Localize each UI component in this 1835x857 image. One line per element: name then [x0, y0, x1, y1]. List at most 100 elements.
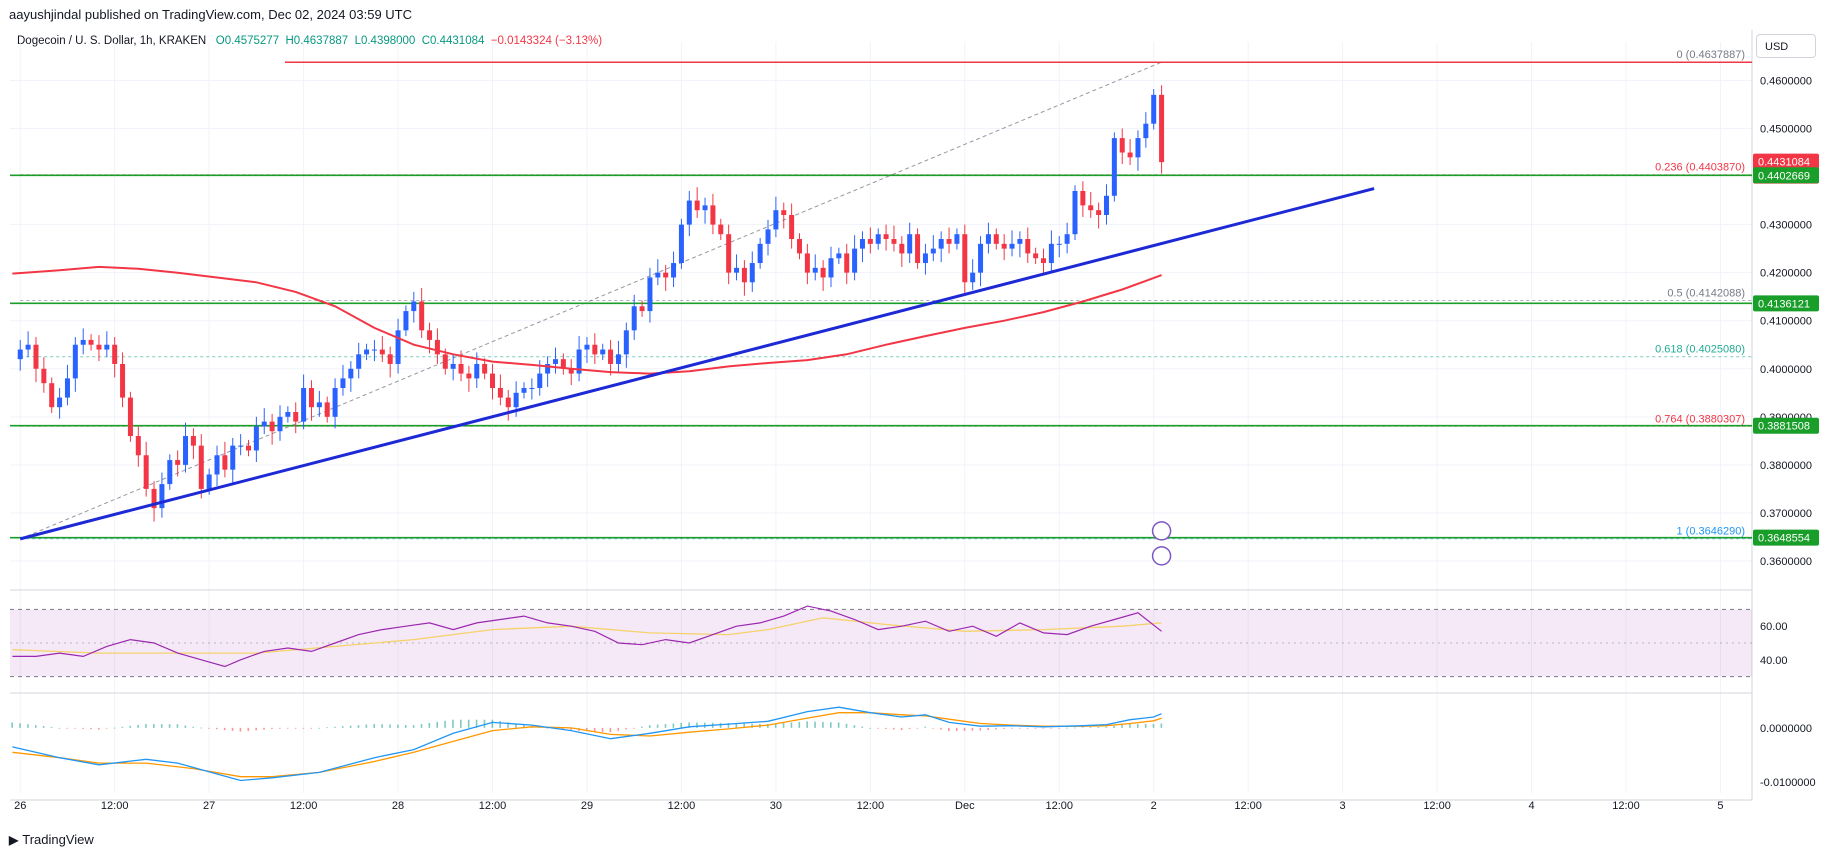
- rsi-ma-line: [12, 617, 1162, 654]
- macd-histogram-bar: [790, 722, 793, 728]
- candle-body: [1017, 239, 1023, 244]
- macd-histogram-bar: [357, 725, 360, 728]
- candle-body: [497, 387, 503, 398]
- y-tick-label: 0.4200000: [1760, 268, 1812, 280]
- candle-body: [403, 311, 409, 331]
- candle-body: [1025, 239, 1031, 254]
- candle-body: [749, 263, 755, 283]
- x-tick-label: 2: [1151, 800, 1157, 812]
- price-tag: [1753, 529, 1819, 546]
- candle-body: [568, 368, 574, 374]
- candle-body: [694, 200, 700, 211]
- candle-body: [529, 387, 535, 389]
- macd-histogram-bar: [208, 727, 210, 729]
- macd-histogram-bar: [1113, 725, 1115, 728]
- macd-histogram-bar: [853, 725, 856, 728]
- candle-body: [1151, 94, 1157, 124]
- candle-body: [135, 436, 141, 456]
- macd-y-tick-label: -0.0100000: [1760, 777, 1816, 789]
- macd-histogram-bar: [1105, 726, 1108, 728]
- candle-body: [804, 253, 810, 273]
- y-tick-label: 0.4000000: [1760, 364, 1812, 376]
- candle-body: [175, 460, 181, 465]
- candle-body: [875, 234, 881, 244]
- candle-body: [608, 349, 614, 364]
- macd-histogram-bar: [837, 722, 840, 728]
- fib-level-label: 0.618 (0.4025080): [1655, 344, 1745, 356]
- fib-level-label: 0.236 (0.4403870): [1655, 162, 1745, 174]
- macd-histogram-bar: [192, 726, 195, 728]
- publisher-note: aayushjindal published on TradingView.co…: [9, 7, 413, 22]
- brand[interactable]: ▶ TradingView: [9, 832, 94, 847]
- currency-button[interactable]: USD: [1756, 34, 1816, 58]
- candle-body: [183, 436, 189, 465]
- candle-body: [450, 363, 456, 369]
- macd-histogram-bar: [1144, 724, 1147, 728]
- candle-body: [1009, 243, 1015, 249]
- candle-body: [789, 214, 795, 240]
- macd-histogram-bar: [1026, 727, 1029, 729]
- price-tag-label: 0.4402669: [1758, 170, 1810, 182]
- macd-histogram-bar: [1042, 727, 1045, 729]
- candle-body: [49, 383, 55, 408]
- macd-histogram-bar: [223, 727, 226, 731]
- price-tag-label: 0.4431084: [1758, 157, 1810, 169]
- macd-histogram-bar: [231, 727, 234, 731]
- macd-histogram-bar: [278, 727, 281, 729]
- brand-label: TradingView: [22, 832, 94, 847]
- x-tick-label: 12:00: [857, 800, 885, 812]
- price-tag-label: 0.4136121: [1758, 298, 1810, 310]
- macd-histogram-bar: [247, 727, 250, 731]
- candle-body: [513, 392, 519, 408]
- candle-body: [482, 363, 488, 374]
- macd-histogram-bar: [389, 724, 391, 728]
- candle-body: [33, 344, 39, 369]
- macd-histogram-bar: [19, 723, 21, 728]
- macd-histogram-bar: [1058, 727, 1060, 729]
- candle-body: [198, 445, 204, 489]
- macd-histogram-bar: [239, 727, 242, 732]
- ohlc-legend: Dogecoin / U. S. Dollar, 1h, KRAKEN O0.4…: [17, 35, 602, 47]
- macd-histogram-bar: [286, 727, 289, 729]
- tradingview-logo-icon: ▶: [9, 832, 19, 847]
- candle-body: [96, 344, 102, 350]
- macd-histogram-bar: [515, 723, 517, 728]
- candle-body: [907, 234, 913, 254]
- y-tick-label: 0.3600000: [1760, 556, 1812, 568]
- x-tick-label: 12:00: [290, 800, 318, 812]
- lightning-icon: [1151, 546, 1172, 566]
- macd-histogram-bar: [412, 725, 415, 728]
- macd-histogram-bar: [113, 727, 116, 729]
- candle-body: [537, 373, 543, 388]
- candle-body: [127, 397, 133, 437]
- candle-body: [1064, 234, 1070, 244]
- candle-body: [1001, 243, 1007, 249]
- candle-body: [427, 330, 433, 340]
- candle-body: [757, 243, 763, 264]
- candle-body: [1119, 138, 1125, 153]
- macd-histogram-bar: [66, 727, 69, 729]
- macd-histogram-bar: [491, 719, 494, 728]
- candle-body: [678, 224, 684, 264]
- candle-body: [151, 488, 157, 509]
- macd-histogram-bar: [1097, 726, 1100, 728]
- candle-body: [946, 239, 952, 244]
- macd-histogram-bar: [373, 724, 376, 728]
- macd-histogram-bar: [121, 726, 124, 728]
- macd-histogram-bar: [90, 727, 92, 730]
- candle-body: [301, 387, 307, 422]
- macd-histogram-bar: [365, 724, 368, 728]
- macd-histogram-bar: [656, 724, 659, 728]
- candle-body: [261, 421, 267, 427]
- macd-histogram-bar: [97, 727, 100, 730]
- candle-body: [592, 344, 598, 355]
- x-tick-label: 30: [770, 800, 782, 812]
- low-value: L0.4398000: [354, 35, 416, 47]
- macd-histogram-bar: [751, 723, 753, 728]
- x-tick-label: 12:00: [101, 800, 129, 812]
- candle-body: [1080, 190, 1086, 206]
- symbol-title[interactable]: Dogecoin / U. S. Dollar, 1h, KRAKEN: [17, 35, 207, 47]
- candle-body: [253, 426, 259, 451]
- candle-body: [364, 349, 370, 355]
